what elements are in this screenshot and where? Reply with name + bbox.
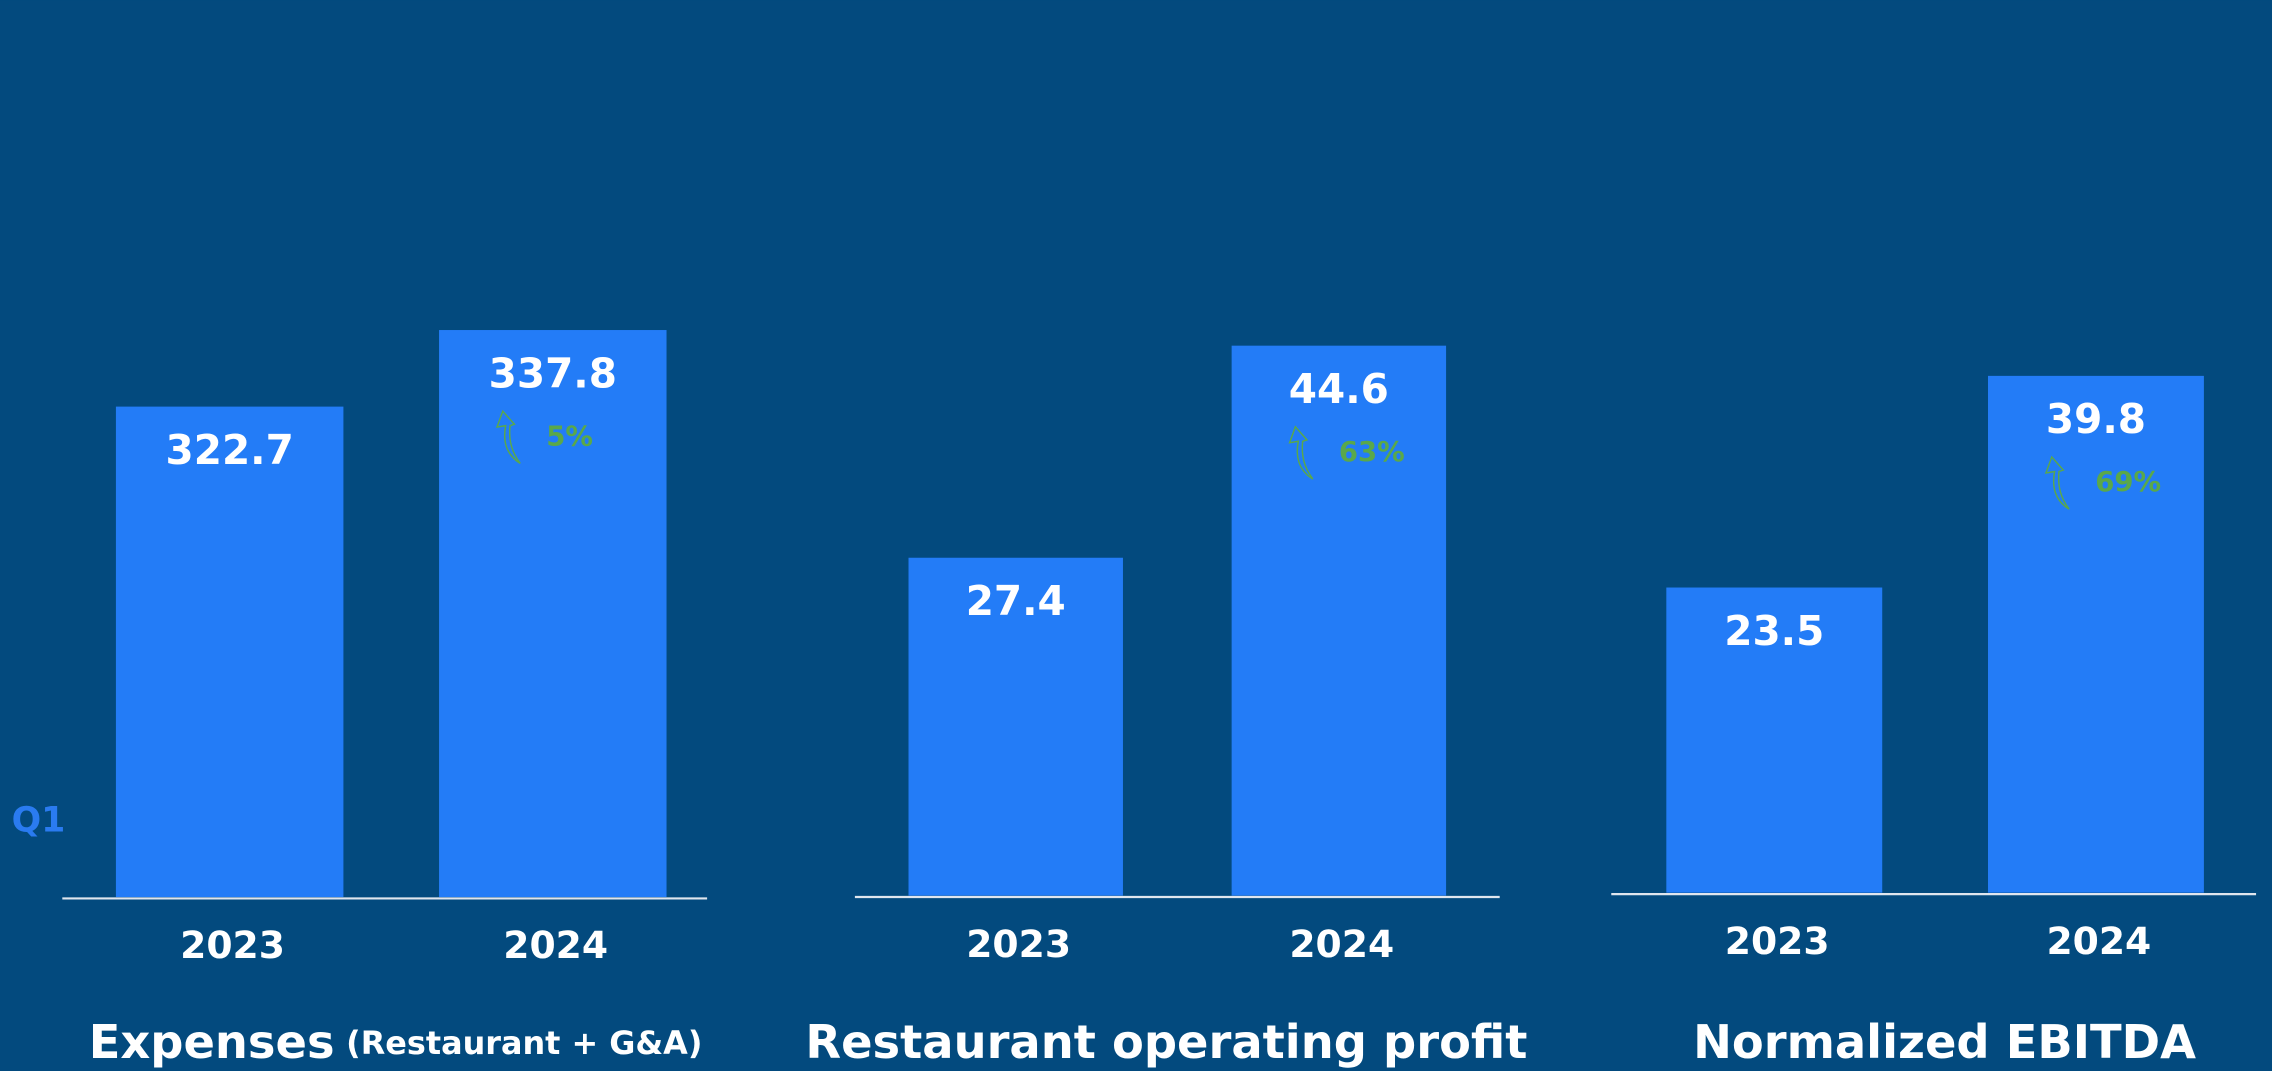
chart-title: Expenses (Restaurant + G&A) <box>89 1014 703 1068</box>
period-label: Q1 <box>12 801 66 841</box>
change-arrow <box>495 409 521 464</box>
change-arrow <box>2044 455 2070 510</box>
value-label: 39.8 <box>2046 395 2146 443</box>
chart-title-main: Normalized EBITDA <box>1693 1014 2196 1068</box>
chart-subtitle: (Restaurant + G&A) <box>346 1024 702 1062</box>
value-label: 337.8 <box>489 349 617 397</box>
change-label: 63% <box>1339 436 1405 468</box>
bar <box>1988 375 2204 893</box>
change-label: 5% <box>546 420 593 452</box>
chart-title-main: Expenses <box>89 1014 335 1068</box>
x-tick-label: 2023 <box>1725 919 1830 963</box>
change-arrow <box>1288 425 1314 480</box>
change-label: 69% <box>2095 466 2161 498</box>
x-tick-label: 2023 <box>180 923 285 967</box>
bar <box>1666 587 1883 893</box>
bar <box>115 406 344 898</box>
bar <box>1231 345 1447 896</box>
chart-title: Restaurant operating profit <box>805 1014 1527 1068</box>
bar <box>439 330 667 898</box>
value-label: 27.4 <box>966 577 1066 625</box>
x-tick-label: 2024 <box>2046 919 2151 963</box>
x-tick-label: 2023 <box>966 922 1071 966</box>
chart-title: Normalized EBITDA <box>1693 1014 2196 1068</box>
value-label: 23.5 <box>1724 607 1824 655</box>
x-tick-label: 2024 <box>503 923 608 967</box>
bar <box>908 557 1123 896</box>
chart-title-main: Restaurant operating profit <box>805 1014 1527 1068</box>
x-tick-label: 2024 <box>1289 922 1394 966</box>
value-label: 44.6 <box>1289 365 1389 413</box>
value-label: 322.7 <box>166 426 294 474</box>
